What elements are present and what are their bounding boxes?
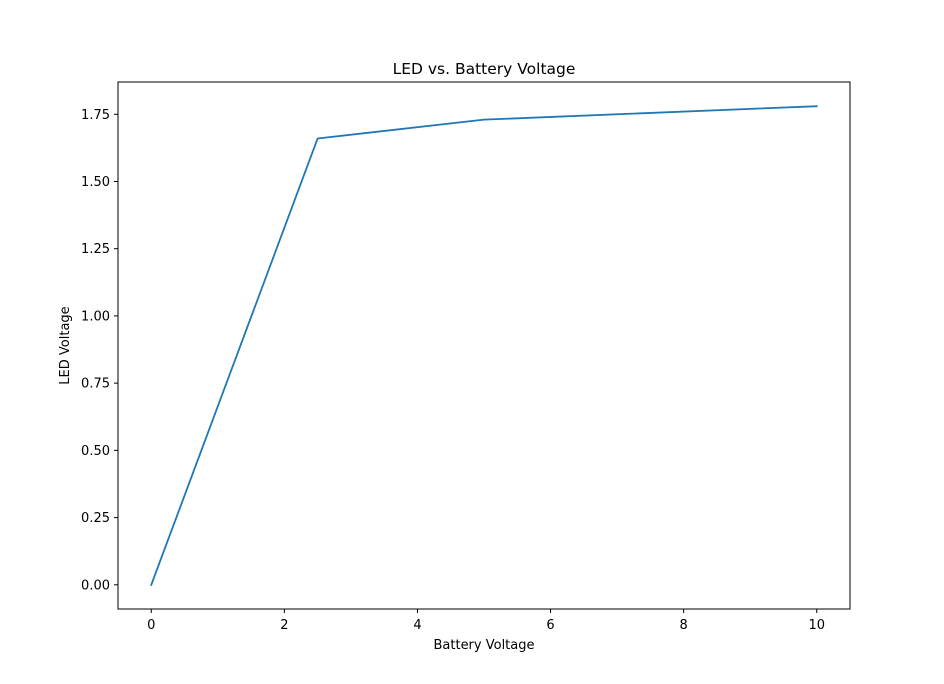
y-axis-ticks: 0.00 0.25 0.50 0.75 1.00 1.25 1.50 1.75 xyxy=(81,108,118,593)
y-axis-label: LED Voltage xyxy=(58,306,73,384)
y-tick-label: 0.75 xyxy=(81,377,110,392)
y-tick-label: 0.50 xyxy=(81,444,110,459)
x-tick-label: 2 xyxy=(280,618,288,633)
series-line xyxy=(150,105,818,586)
x-tick-label: 6 xyxy=(546,618,554,633)
x-tick-label: 4 xyxy=(413,618,421,633)
y-tick-label: 1.50 xyxy=(81,175,110,190)
x-axis-label: Battery Voltage xyxy=(433,638,534,653)
y-tick-label: 1.00 xyxy=(81,309,110,324)
axes-frame xyxy=(117,81,851,610)
x-tick-label: 10 xyxy=(808,618,825,633)
y-tick-label: 1.75 xyxy=(81,108,110,123)
x-tick-label: 0 xyxy=(147,618,155,633)
y-tick-label: 0.00 xyxy=(81,578,110,593)
plot-area: 0 2 4 6 8 10 0.00 0.25 0.50 0.75 1.00 1.25 1.50 1.75 xyxy=(81,81,851,633)
x-tick-label: 8 xyxy=(679,618,687,633)
y-tick-label: 0.25 xyxy=(81,511,110,526)
x-axis-ticks: 0 2 4 6 8 10 xyxy=(147,609,825,633)
chart-title: LED vs. Battery Voltage xyxy=(393,60,576,78)
series-group xyxy=(150,105,818,586)
y-tick-label: 1.25 xyxy=(81,242,110,257)
